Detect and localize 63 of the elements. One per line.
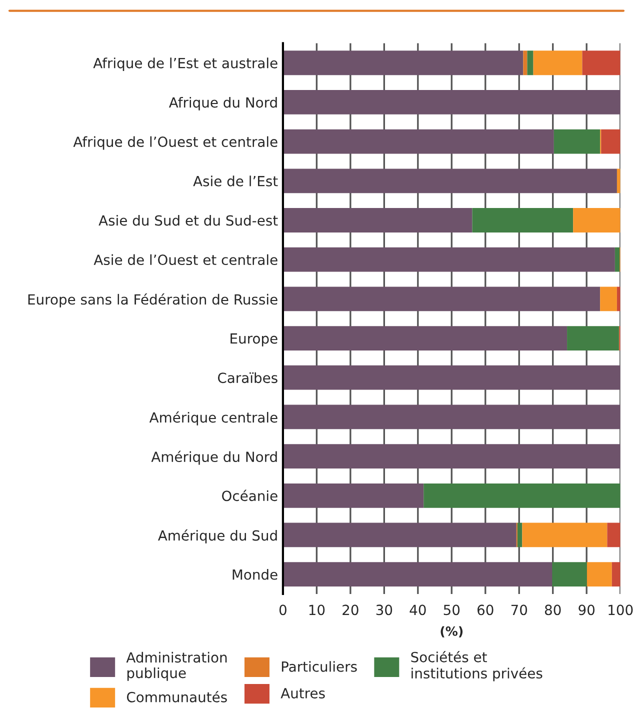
legend-label: Autres xyxy=(280,688,325,698)
y-tick-label: Asie de l’Ouest et centrale xyxy=(94,254,278,266)
bar xyxy=(607,522,620,548)
bar xyxy=(600,286,617,312)
bar xyxy=(282,404,620,430)
bar xyxy=(282,326,568,350)
bar xyxy=(282,444,620,468)
x-tick-label: 80 xyxy=(544,604,561,616)
x-tick-label: 0 xyxy=(279,604,286,616)
y-tick-label: Amérique centrale xyxy=(149,411,278,426)
y-tick-label: Amérique du Sud xyxy=(158,529,277,544)
y-tick-label: Europe sans la Fédération de Russie xyxy=(28,293,278,308)
y-tick-label: Afrique du Nord xyxy=(168,96,277,110)
bar xyxy=(282,562,552,587)
bar xyxy=(282,129,554,154)
x-tick-label: 20 xyxy=(342,604,358,616)
bar xyxy=(533,50,582,76)
bar xyxy=(552,562,587,587)
bar xyxy=(282,483,424,508)
bar xyxy=(282,90,620,114)
bar xyxy=(523,50,528,76)
y-tick-label: Afrique de l’Ouest et centrale xyxy=(73,136,278,150)
bar xyxy=(424,483,620,508)
bar xyxy=(282,168,617,194)
y-tick-label: Océanie xyxy=(222,490,278,502)
bar xyxy=(282,522,516,548)
bar xyxy=(517,522,522,548)
legend-label: Sociétés et institutions privées xyxy=(411,651,542,682)
x-tick-label: 50 xyxy=(444,604,460,616)
bar xyxy=(614,247,620,272)
y-tick-label: Amérique du Nord xyxy=(151,450,277,465)
bar xyxy=(522,522,608,548)
bar xyxy=(472,208,574,232)
x-axis-title: (%) xyxy=(440,626,463,638)
x-tick-label: 40 xyxy=(410,604,426,616)
x-tick-label: 30 xyxy=(376,604,392,616)
bar xyxy=(586,562,612,587)
bar xyxy=(612,562,620,587)
bar xyxy=(282,208,472,232)
legend-label: Particuliers xyxy=(282,661,357,672)
legend-label: Communautés xyxy=(126,691,227,702)
bar xyxy=(601,129,620,154)
x-tick-label: 10 xyxy=(309,604,325,616)
bar xyxy=(282,365,620,390)
legend-label: Administration publique xyxy=(126,652,227,681)
bar xyxy=(282,247,615,272)
y-tick-label: Monde xyxy=(232,569,278,580)
bar xyxy=(282,286,600,312)
y-tick-label: Europe xyxy=(230,333,278,346)
y-tick-label: Asie de l’Est xyxy=(193,176,278,186)
y-tick-label: Afrique de l’Est et australe xyxy=(93,58,278,72)
bar xyxy=(573,208,620,232)
x-tick-label: 70 xyxy=(511,604,528,616)
bar xyxy=(527,50,534,76)
bar xyxy=(567,326,619,350)
x-tick-label: 60 xyxy=(478,604,494,616)
y-tick-label: Asie du Sud et du Sud-est xyxy=(98,214,278,226)
x-tick-label: 100 xyxy=(608,604,633,616)
y-tick-label: Caraïbes xyxy=(218,372,278,384)
bar xyxy=(554,129,600,154)
bar xyxy=(282,50,524,76)
bar xyxy=(582,50,620,76)
x-tick-label: 90 xyxy=(578,604,595,616)
